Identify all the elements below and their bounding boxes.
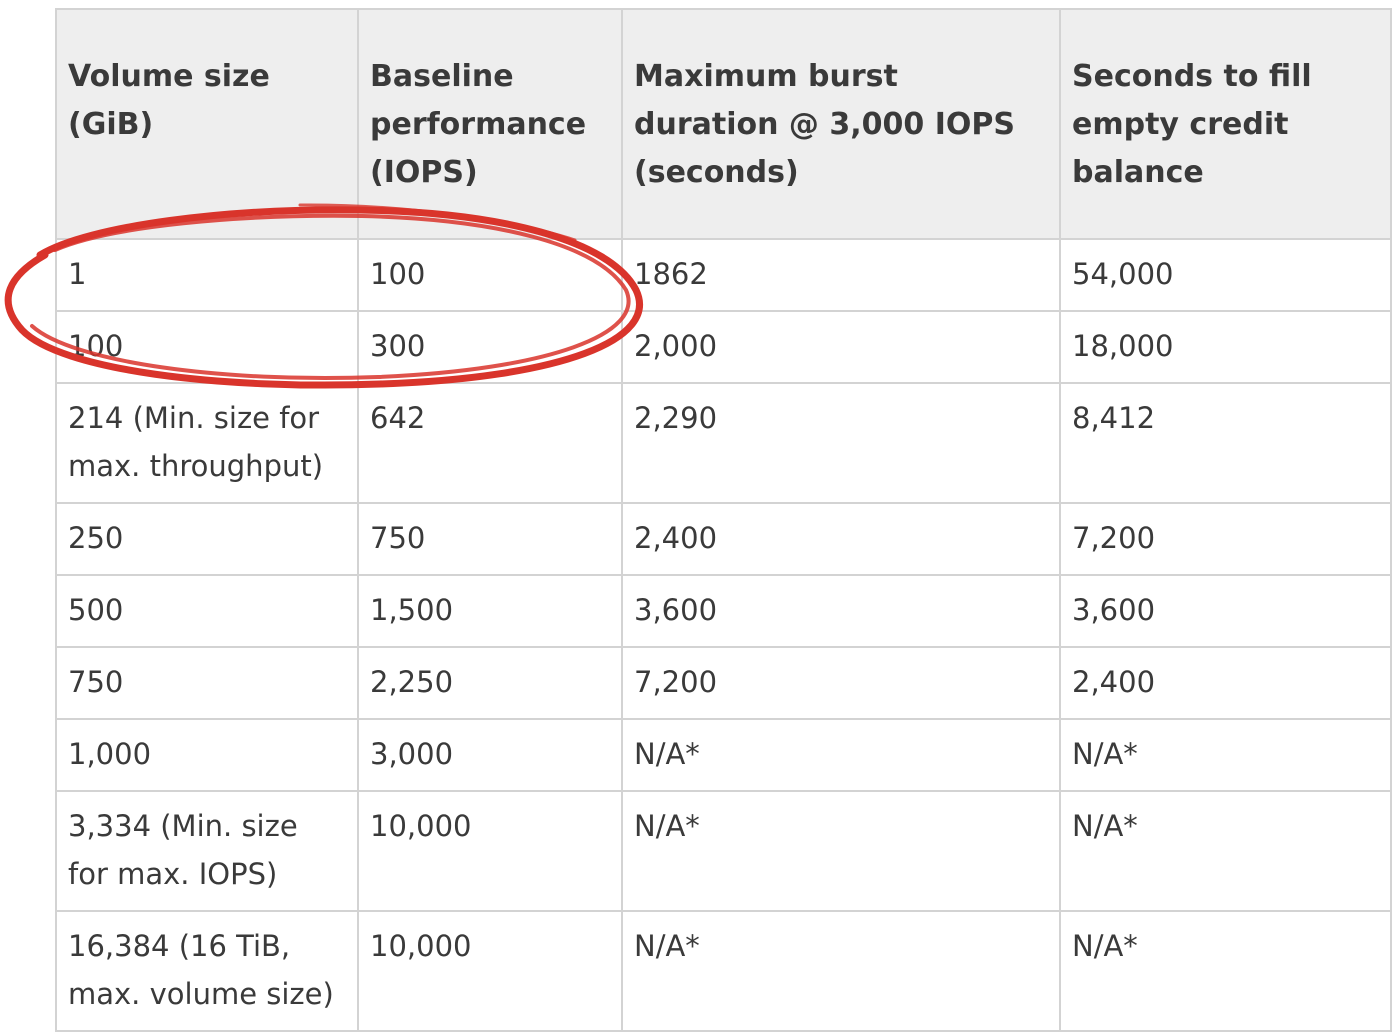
iops-burst-table: Volume size (GiB) Baseline performance (… xyxy=(55,8,1392,1032)
cell-fill-seconds: 2,400 xyxy=(1059,646,1392,720)
table-header-row: Volume size (GiB) Baseline performance (… xyxy=(55,8,1392,240)
cell-burst-duration: N/A* xyxy=(621,718,1061,792)
cell-volume-size: 16,384 (16 TiB, max. volume size) xyxy=(55,910,359,1032)
cell-volume-size: 214 (Min. size for max. throughput) xyxy=(55,382,359,504)
cell-baseline-iops: 1,500 xyxy=(357,574,623,648)
cell-baseline-iops: 642 xyxy=(357,382,623,504)
cell-burst-duration: 3,600 xyxy=(621,574,1061,648)
cell-baseline-iops: 100 xyxy=(357,238,623,312)
table-row: 1 100 1862 54,000 xyxy=(55,238,1392,312)
cell-baseline-iops: 2,250 xyxy=(357,646,623,720)
cell-volume-size: 1 xyxy=(55,238,359,312)
cell-burst-duration: N/A* xyxy=(621,790,1061,912)
table-row: 100 300 2,000 18,000 xyxy=(55,310,1392,384)
cell-fill-seconds: 18,000 xyxy=(1059,310,1392,384)
cell-baseline-iops: 300 xyxy=(357,310,623,384)
cell-burst-duration: N/A* xyxy=(621,910,1061,1032)
cell-volume-size: 100 xyxy=(55,310,359,384)
cell-fill-seconds: 8,412 xyxy=(1059,382,1392,504)
header-max-burst-duration: Maximum burst duration @ 3,000 IOPS (sec… xyxy=(621,8,1061,240)
cell-burst-duration: 1862 xyxy=(621,238,1061,312)
header-seconds-to-fill: Seconds to fill empty credit balance xyxy=(1059,8,1392,240)
cell-burst-duration: 2,290 xyxy=(621,382,1061,504)
table-row: 750 2,250 7,200 2,400 xyxy=(55,646,1392,720)
table-row: 16,384 (16 TiB, max. volume size) 10,000… xyxy=(55,910,1392,1032)
cell-volume-size: 250 xyxy=(55,502,359,576)
cell-volume-size: 1,000 xyxy=(55,718,359,792)
table-row: 3,334 (Min. size for max. IOPS) 10,000 N… xyxy=(55,790,1392,912)
cell-fill-seconds: N/A* xyxy=(1059,790,1392,912)
cell-baseline-iops: 10,000 xyxy=(357,790,623,912)
table-row: 500 1,500 3,600 3,600 xyxy=(55,574,1392,648)
cell-fill-seconds: N/A* xyxy=(1059,718,1392,792)
cell-volume-size: 3,334 (Min. size for max. IOPS) xyxy=(55,790,359,912)
cell-fill-seconds: N/A* xyxy=(1059,910,1392,1032)
cell-fill-seconds: 7,200 xyxy=(1059,502,1392,576)
cell-burst-duration: 7,200 xyxy=(621,646,1061,720)
cell-fill-seconds: 3,600 xyxy=(1059,574,1392,648)
cell-volume-size: 500 xyxy=(55,574,359,648)
cell-fill-seconds: 54,000 xyxy=(1059,238,1392,312)
cell-baseline-iops: 3,000 xyxy=(357,718,623,792)
header-baseline-performance: Baseline performance (IOPS) xyxy=(357,8,623,240)
table-row: 214 (Min. size for max. throughput) 642 … xyxy=(55,382,1392,504)
header-volume-size: Volume size (GiB) xyxy=(55,8,359,240)
cell-baseline-iops: 10,000 xyxy=(357,910,623,1032)
cell-volume-size: 750 xyxy=(55,646,359,720)
table-row: 250 750 2,400 7,200 xyxy=(55,502,1392,576)
cell-baseline-iops: 750 xyxy=(357,502,623,576)
table-row: 1,000 3,000 N/A* N/A* xyxy=(55,718,1392,792)
cell-burst-duration: 2,400 xyxy=(621,502,1061,576)
cell-burst-duration: 2,000 xyxy=(621,310,1061,384)
